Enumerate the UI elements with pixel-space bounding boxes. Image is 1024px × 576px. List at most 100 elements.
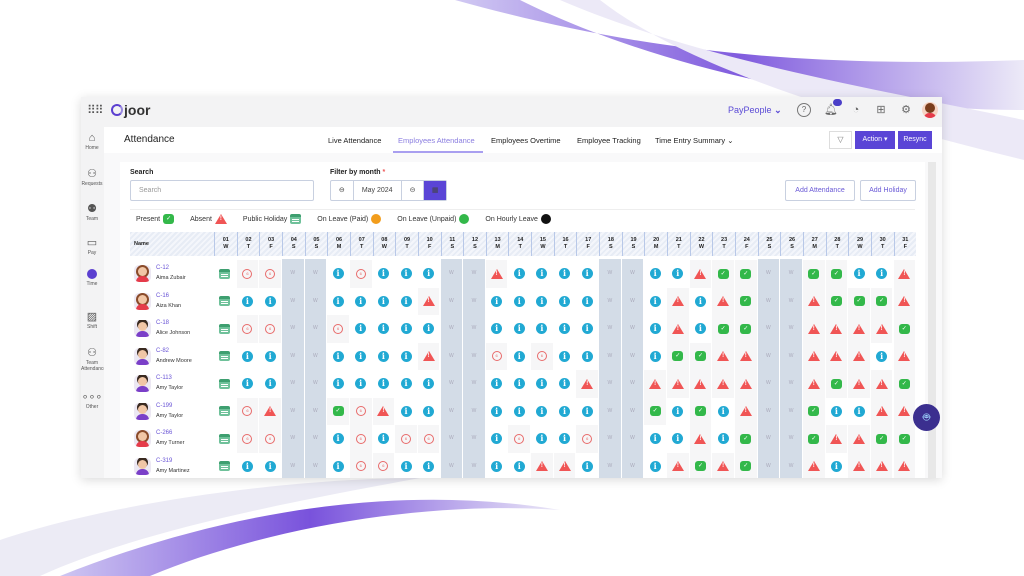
attendance-cell[interactable]: W (757, 396, 780, 425)
attendance-cell[interactable]: W (281, 396, 304, 425)
attendance-cell[interactable]: ✓ (870, 425, 893, 453)
attendance-cell[interactable]: i (667, 398, 689, 426)
attendance-cell[interactable]: i (259, 370, 281, 398)
attendance-cell[interactable]: ✓ (734, 452, 757, 478)
attendance-cell[interactable]: W (621, 259, 644, 288)
attendance-cell[interactable]: W (304, 286, 327, 315)
attendance-cell[interactable]: 6 (417, 425, 440, 453)
attendance-cell[interactable] (553, 452, 576, 478)
attendance-cell[interactable]: W (281, 424, 304, 453)
attendance-cell[interactable]: i (418, 370, 440, 398)
attendance-cell[interactable] (712, 452, 734, 478)
attendance-cell[interactable] (870, 315, 893, 343)
attendance-cell[interactable] (870, 452, 893, 478)
attendance-cell[interactable] (214, 370, 236, 398)
day-column-header[interactable]: 26 S (780, 232, 803, 256)
attendance-cell[interactable]: W (440, 451, 463, 478)
attendance-cell[interactable]: W (304, 259, 327, 288)
attendance-cell[interactable]: 6 (236, 425, 259, 453)
prev-month-button[interactable]: ⊖ (331, 181, 354, 200)
attendance-cell[interactable]: ✓ (802, 397, 825, 425)
attendance-cell[interactable]: ✓ (689, 397, 712, 425)
attendance-cell[interactable]: 6 (259, 315, 281, 343)
attendance-cell[interactable]: ✓ (667, 342, 689, 370)
attendance-cell[interactable]: i (531, 425, 553, 453)
attendance-cell[interactable]: i (327, 370, 349, 398)
pie-chart-icon[interactable]: ◔ (852, 104, 860, 116)
day-column-header[interactable]: 27 M (802, 232, 826, 256)
sidebar-item-time[interactable]: Time (81, 269, 103, 287)
attendance-cell[interactable]: i (644, 315, 666, 343)
attendance-cell[interactable]: W (281, 286, 304, 315)
attendance-cell[interactable]: i (508, 315, 530, 343)
add-holiday-button[interactable]: Add Holiday (860, 180, 916, 201)
attendance-cell[interactable] (734, 342, 757, 370)
day-column-header[interactable]: 02 T (236, 232, 260, 256)
attendance-cell[interactable] (689, 260, 712, 288)
attendance-cell[interactable]: i (644, 343, 666, 371)
day-column-header[interactable]: 18 S (599, 232, 622, 256)
attendance-cell[interactable]: W (599, 286, 621, 315)
next-month-button[interactable]: ⊝ (402, 181, 425, 200)
attendance-cell[interactable]: ✓ (802, 260, 825, 288)
employee-id[interactable]: C-12 (156, 265, 170, 271)
attendance-cell[interactable]: W (780, 451, 802, 478)
attendance-cell[interactable]: ✓ (734, 287, 757, 315)
attendance-cell[interactable]: ✓ (848, 287, 870, 315)
attendance-cell[interactable]: i (373, 288, 395, 316)
attendance-cell[interactable]: W (780, 259, 802, 288)
day-column-header[interactable]: 21 T (667, 232, 690, 256)
day-column-header[interactable]: 11 S (440, 232, 464, 256)
attendance-cell[interactable]: i (531, 288, 553, 316)
attendance-cell[interactable]: i (259, 288, 281, 316)
attendance-cell[interactable]: W (621, 286, 644, 315)
day-column-header[interactable]: 16 T (553, 232, 577, 256)
attendance-cell[interactable]: W (780, 314, 802, 343)
resync-button[interactable]: Resync (898, 131, 932, 149)
attendance-cell[interactable]: i (395, 315, 417, 343)
sidebar-item-shift[interactable]: ▨ Shift (81, 310, 103, 330)
attendance-cell[interactable]: W (304, 396, 327, 425)
attendance-cell[interactable]: i (237, 453, 259, 479)
attendance-cell[interactable]: W (780, 341, 802, 370)
attendance-cell[interactable] (848, 370, 870, 398)
action-button[interactable]: Action ▾ (855, 131, 895, 149)
attendance-cell[interactable] (802, 287, 825, 315)
attendance-cell[interactable]: W (621, 314, 644, 343)
attendance-cell[interactable]: i (554, 370, 576, 398)
attendance-cell[interactable]: W (463, 396, 485, 425)
attendance-cell[interactable]: W (440, 396, 463, 425)
attendance-cell[interactable]: i (871, 343, 893, 371)
attendance-cell[interactable]: i (508, 288, 530, 316)
calendar-button[interactable]: ▦ (424, 181, 446, 200)
sidebar-item-requests[interactable]: ⚇ Requests (81, 167, 103, 187)
attendance-cell[interactable]: ✓ (893, 425, 916, 453)
attendance-cell[interactable] (576, 370, 599, 398)
attendance-cell[interactable]: W (304, 369, 327, 398)
attendance-cell[interactable]: i (395, 398, 417, 426)
day-column-header[interactable]: 06 M (327, 232, 350, 256)
attendance-cell[interactable]: i (395, 370, 417, 398)
attendance-cell[interactable]: 6 (485, 342, 508, 370)
attendance-cell[interactable]: i (486, 425, 508, 453)
logo[interactable]: joor (111, 102, 150, 118)
day-column-header[interactable]: 01 W (214, 232, 237, 256)
attendance-cell[interactable]: i (508, 260, 530, 288)
employee-id[interactable]: C-18 (156, 320, 170, 326)
attendance-cell[interactable]: i (395, 343, 417, 371)
attendance-cell[interactable]: i (508, 453, 530, 479)
tab-employees-attendance[interactable]: Employees Attendance (398, 136, 475, 145)
attendance-cell[interactable]: i (644, 425, 666, 453)
attendance-cell[interactable]: W (281, 314, 304, 343)
employee-id[interactable]: C-319 (156, 457, 173, 464)
attendance-cell[interactable]: i (554, 425, 576, 453)
attendance-cell[interactable] (734, 397, 757, 425)
attendance-cell[interactable] (712, 287, 734, 315)
attendance-cell[interactable] (893, 397, 916, 425)
attendance-cell[interactable]: i (486, 370, 508, 398)
attendance-cell[interactable]: i (712, 398, 734, 426)
attendance-cell[interactable]: 6 (259, 260, 281, 288)
attendance-cell[interactable]: W (304, 341, 327, 370)
attendance-cell[interactable] (825, 425, 848, 453)
attendance-cell[interactable]: i (486, 315, 508, 343)
